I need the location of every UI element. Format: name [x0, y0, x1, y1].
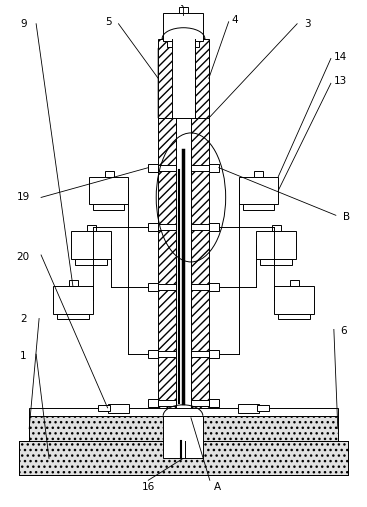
Bar [167, 41, 199, 47]
Bar [29, 416, 338, 441]
Bar [209, 164, 219, 172]
Bar [148, 283, 158, 291]
Bar [176, 118, 191, 408]
Bar [237, 404, 259, 413]
Bar [158, 400, 176, 406]
Text: 4: 4 [231, 15, 238, 25]
Bar [105, 171, 113, 176]
Bar [163, 13, 203, 41]
Text: 3: 3 [304, 19, 310, 29]
Bar [158, 224, 176, 230]
Bar [71, 231, 110, 259]
Text: λ: λ [180, 5, 186, 15]
Bar [158, 165, 176, 171]
Polygon shape [158, 39, 209, 118]
Bar [209, 283, 219, 291]
Bar [19, 441, 348, 475]
Bar [191, 351, 209, 357]
Bar [57, 313, 89, 319]
Text: 19: 19 [17, 193, 30, 202]
Bar [209, 350, 219, 358]
Bar [163, 416, 203, 458]
Text: 5: 5 [105, 17, 112, 27]
Bar [53, 286, 93, 313]
Bar [108, 404, 130, 413]
Bar [274, 286, 314, 313]
Text: 13: 13 [334, 77, 348, 86]
Bar [148, 164, 158, 172]
Bar [191, 284, 209, 289]
Bar [98, 405, 110, 411]
Text: 1: 1 [20, 351, 26, 361]
Bar [158, 284, 176, 289]
Bar [278, 313, 310, 319]
Bar [191, 118, 209, 408]
Bar [89, 176, 128, 204]
Text: 14: 14 [334, 52, 348, 61]
Bar [158, 39, 172, 118]
Bar [158, 351, 176, 357]
Bar [172, 39, 195, 118]
Bar [209, 223, 219, 231]
Bar [158, 118, 176, 408]
Bar [179, 7, 188, 13]
Text: 2: 2 [20, 313, 26, 323]
Text: 16: 16 [142, 482, 155, 492]
Bar [261, 259, 292, 265]
Bar [209, 399, 219, 407]
Text: 9: 9 [20, 19, 26, 29]
Bar [243, 204, 274, 210]
Text: 20: 20 [17, 252, 30, 262]
Bar [19, 441, 348, 475]
Bar [254, 171, 264, 176]
Bar [191, 400, 209, 406]
Text: 6: 6 [341, 327, 347, 337]
Bar [257, 231, 296, 259]
Bar [29, 416, 338, 441]
Bar [148, 223, 158, 231]
Bar [191, 224, 209, 230]
Bar [290, 280, 299, 286]
Bar [75, 259, 106, 265]
Bar [191, 165, 209, 171]
Text: A: A [214, 482, 221, 492]
Bar [257, 405, 269, 411]
Bar [29, 408, 338, 416]
Bar [195, 39, 209, 118]
Bar [93, 204, 124, 210]
Bar [69, 280, 78, 286]
Bar [87, 225, 96, 231]
Text: B: B [343, 212, 350, 222]
Bar [272, 225, 281, 231]
Bar [239, 176, 278, 204]
Bar [148, 399, 158, 407]
Bar [148, 350, 158, 358]
